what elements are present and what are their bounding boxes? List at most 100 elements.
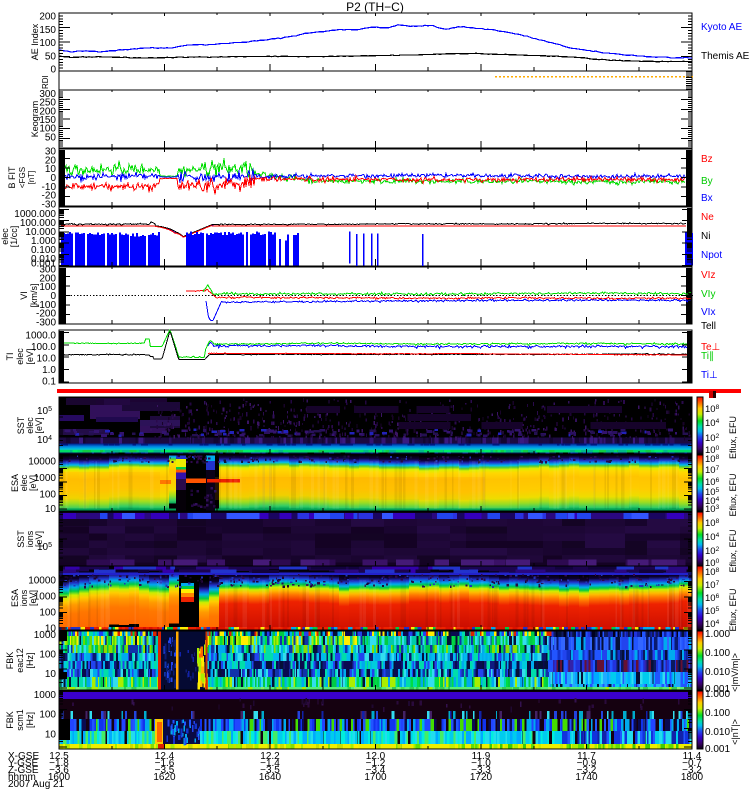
svg-text:scm1: scm1 xyxy=(15,709,25,731)
svg-text:10.0: 10.0 xyxy=(37,354,57,365)
svg-text:FBK: FBK xyxy=(5,711,15,729)
svg-text:−3.5: −3.5 xyxy=(155,765,175,776)
svg-text:100: 100 xyxy=(39,608,56,619)
svg-text:2007 Aug 21: 2007 Aug 21 xyxy=(8,779,65,790)
svg-text:Eflux, EFU: Eflux, EFU xyxy=(728,416,738,459)
svg-text:1600: 1600 xyxy=(48,772,71,783)
svg-text:−1.0: −1.0 xyxy=(471,758,491,769)
svg-text:104: 104 xyxy=(37,435,52,446)
svg-text:200: 200 xyxy=(39,273,56,284)
svg-text:1740: 1740 xyxy=(575,772,598,783)
svg-text:[eV]: [eV] xyxy=(25,348,35,364)
svg-text:[eV]: [eV] xyxy=(28,475,38,491)
svg-text:200: 200 xyxy=(39,12,56,23)
svg-text:11.7: 11.7 xyxy=(577,751,596,762)
svg-text:elec: elec xyxy=(19,474,29,491)
svg-text:−1.8: −1.8 xyxy=(49,758,69,769)
svg-text:11.4: 11.4 xyxy=(683,751,702,762)
svg-text:−3.2: −3.2 xyxy=(682,765,702,776)
svg-text:AE Index: AE Index xyxy=(30,23,40,60)
svg-text:P2 (TH−C): P2 (TH−C) xyxy=(346,0,404,14)
svg-text:0.001: 0.001 xyxy=(705,744,730,755)
svg-text:0.001: 0.001 xyxy=(705,684,730,695)
svg-text:108: 108 xyxy=(705,567,720,578)
svg-text:SST: SST xyxy=(16,416,26,434)
svg-text:100: 100 xyxy=(39,650,56,661)
svg-text:ESA: ESA xyxy=(10,474,20,492)
svg-text:10: 10 xyxy=(45,164,57,175)
svg-text:103: 103 xyxy=(705,504,720,515)
svg-text:200: 200 xyxy=(39,106,56,117)
svg-text:[Hz]: [Hz] xyxy=(25,712,35,728)
svg-text:0.010: 0.010 xyxy=(705,667,730,678)
svg-text:VI: VI xyxy=(19,291,29,300)
svg-text:-20: -20 xyxy=(42,191,57,202)
svg-text:[km/s]: [km/s] xyxy=(29,284,39,308)
svg-text:1620: 1620 xyxy=(153,772,176,783)
svg-text:12.0: 12.0 xyxy=(366,751,386,762)
svg-text:10: 10 xyxy=(45,624,57,635)
svg-text:Npot: Npot xyxy=(701,250,722,261)
svg-text:elec: elec xyxy=(25,417,35,434)
svg-text:105: 105 xyxy=(705,487,720,498)
svg-text:1000.000: 1000.000 xyxy=(14,209,56,220)
svg-text:10000: 10000 xyxy=(28,457,56,468)
svg-text:1700: 1700 xyxy=(364,772,387,783)
svg-text:1.000: 1.000 xyxy=(705,629,730,640)
svg-text:Z-GSE: Z-GSE xyxy=(8,765,39,776)
svg-text:105: 105 xyxy=(705,606,720,617)
svg-text:-10: -10 xyxy=(42,182,57,193)
svg-text:Y-GSE: Y-GSE xyxy=(8,758,39,769)
svg-text:10000: 10000 xyxy=(28,576,56,587)
svg-text:eac12: eac12 xyxy=(15,648,25,673)
svg-text:0.100: 0.100 xyxy=(31,245,56,256)
svg-text:50: 50 xyxy=(45,132,57,143)
svg-text:<FGS: <FGS xyxy=(18,167,27,188)
svg-text:1000: 1000 xyxy=(34,473,57,484)
svg-text:20: 20 xyxy=(45,155,57,166)
svg-text:hhmm: hhmm xyxy=(8,772,36,783)
svg-text:Kyoto AE: Kyoto AE xyxy=(701,22,742,33)
svg-text:0.100: 0.100 xyxy=(705,648,730,659)
svg-text:0.010: 0.010 xyxy=(705,727,730,738)
svg-text:10: 10 xyxy=(45,669,57,680)
svg-text:−3.5: −3.5 xyxy=(260,765,280,776)
svg-text:30: 30 xyxy=(45,146,57,157)
svg-text:1000.0: 1000.0 xyxy=(25,331,56,342)
svg-text:−0.9: −0.9 xyxy=(577,758,597,769)
svg-text:150: 150 xyxy=(39,115,56,126)
svg-text:0.100: 0.100 xyxy=(705,708,730,719)
svg-text:[Hz]: [Hz] xyxy=(25,652,35,668)
svg-text:100.000: 100.000 xyxy=(20,218,57,229)
svg-text:[nT]: [nT] xyxy=(27,171,36,185)
svg-text:Ni: Ni xyxy=(701,231,710,242)
svg-text:1720: 1720 xyxy=(470,772,493,783)
svg-text:X-GSE: X-GSE xyxy=(8,751,39,762)
svg-text:100: 100 xyxy=(39,282,56,293)
svg-text:<|mV/m|>: <|mV/m|> xyxy=(730,653,740,692)
svg-text:0: 0 xyxy=(50,173,56,184)
svg-text:105: 105 xyxy=(37,542,52,553)
svg-text:104: 104 xyxy=(705,532,720,543)
svg-text:1.000: 1.000 xyxy=(31,236,56,247)
svg-text:1640: 1640 xyxy=(259,772,282,783)
svg-text:100: 100 xyxy=(39,124,56,135)
svg-text:−3.2: −3.2 xyxy=(577,765,597,776)
svg-text:-300: -300 xyxy=(36,317,56,328)
svg-text:1.0: 1.0 xyxy=(42,365,56,376)
svg-text:300: 300 xyxy=(39,89,56,100)
svg-text:elec: elec xyxy=(0,228,10,245)
svg-text:ESA: ESA xyxy=(10,589,20,607)
svg-text:VIy: VIy xyxy=(701,289,715,300)
svg-text:Tell: Tell xyxy=(701,321,716,332)
svg-text:11.9: 11.9 xyxy=(472,751,491,762)
svg-text:-100: -100 xyxy=(36,300,56,311)
svg-text:0: 0 xyxy=(50,291,56,302)
svg-text:Themis AE: Themis AE xyxy=(701,51,750,62)
svg-text:−0.7: −0.7 xyxy=(682,758,702,769)
svg-text:104: 104 xyxy=(705,496,720,507)
svg-text:0.1: 0.1 xyxy=(42,377,56,388)
svg-text:Te⊥: Te⊥ xyxy=(701,342,720,353)
svg-text:RDI: RDI xyxy=(41,75,50,89)
svg-text:250: 250 xyxy=(39,98,56,109)
